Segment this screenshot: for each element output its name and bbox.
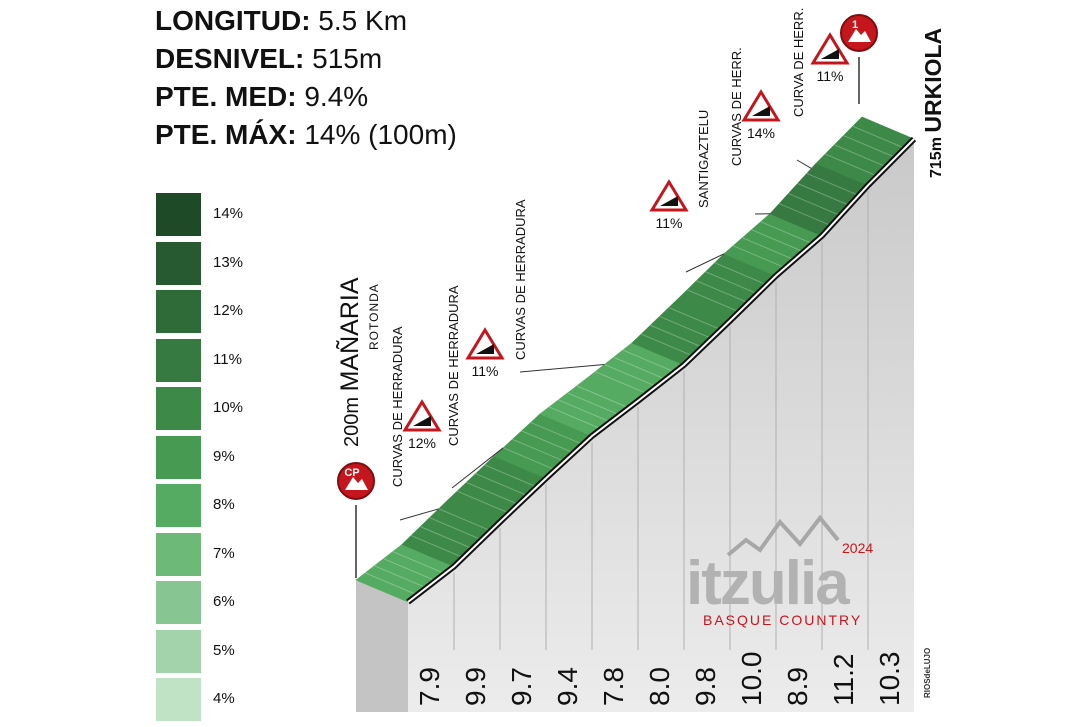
logo-subtitle: BASQUE COUNTRY: [703, 612, 862, 628]
annotation-label: CURVA DE HERR.: [791, 8, 806, 117]
annotation-label: SANTIGAZTELU: [696, 110, 711, 208]
annotation-leader: [520, 364, 604, 372]
gradient-value-label: 11.2: [828, 654, 859, 706]
warning-label: 12%: [408, 435, 436, 451]
warning-label: 11%: [817, 68, 844, 84]
profile-end-face: [356, 580, 408, 712]
credit-text: RIOSdeLUJO: [923, 648, 932, 698]
logo-name: itzulia: [686, 549, 850, 618]
start-title: 200m MAÑARIA: [335, 277, 364, 447]
warning-label: 11%: [656, 215, 683, 231]
gradient-value-label: 8.9: [782, 667, 813, 706]
gradient-value-label: 10.0: [736, 652, 767, 707]
annotation-leader: [797, 160, 811, 168]
gradient-value-label: 8.0: [644, 667, 675, 706]
warning-label: 11%: [472, 363, 499, 379]
start-badge-label: CP: [344, 467, 359, 479]
annotation-label: CURVAS DE HERRADURA: [390, 326, 405, 487]
start-name: MAÑARIA: [335, 277, 364, 391]
finish-name: URKIOLA: [920, 28, 946, 133]
finish-elevation: 715m: [928, 133, 945, 178]
start-subtitle: ROTONDA: [367, 283, 381, 350]
gradient-value-label: 9.8: [690, 667, 721, 706]
finish-badge-label: 1: [852, 19, 858, 31]
gradient-value-label: 7.8: [598, 667, 629, 706]
gradient-value-label: 7.9: [414, 667, 445, 706]
warning-label: 14%: [747, 125, 775, 141]
gradient-value-label: 9.7: [506, 667, 537, 706]
gradient-value-label: 9.9: [460, 667, 491, 706]
start-elevation: 200m: [341, 391, 363, 447]
annotation-label: CURVAS DE HERRADURA: [513, 199, 528, 360]
gradient-value-label: 10.3: [874, 652, 905, 707]
annotation-label: CURVAS DE HERR.: [729, 47, 744, 166]
logo-year: 2024: [842, 540, 873, 556]
gradient-value-label: 9.4: [552, 667, 583, 706]
annotation-label: CURVAS DE HERRADURA: [446, 285, 461, 446]
finish-title: 715m URKIOLA: [920, 28, 946, 178]
